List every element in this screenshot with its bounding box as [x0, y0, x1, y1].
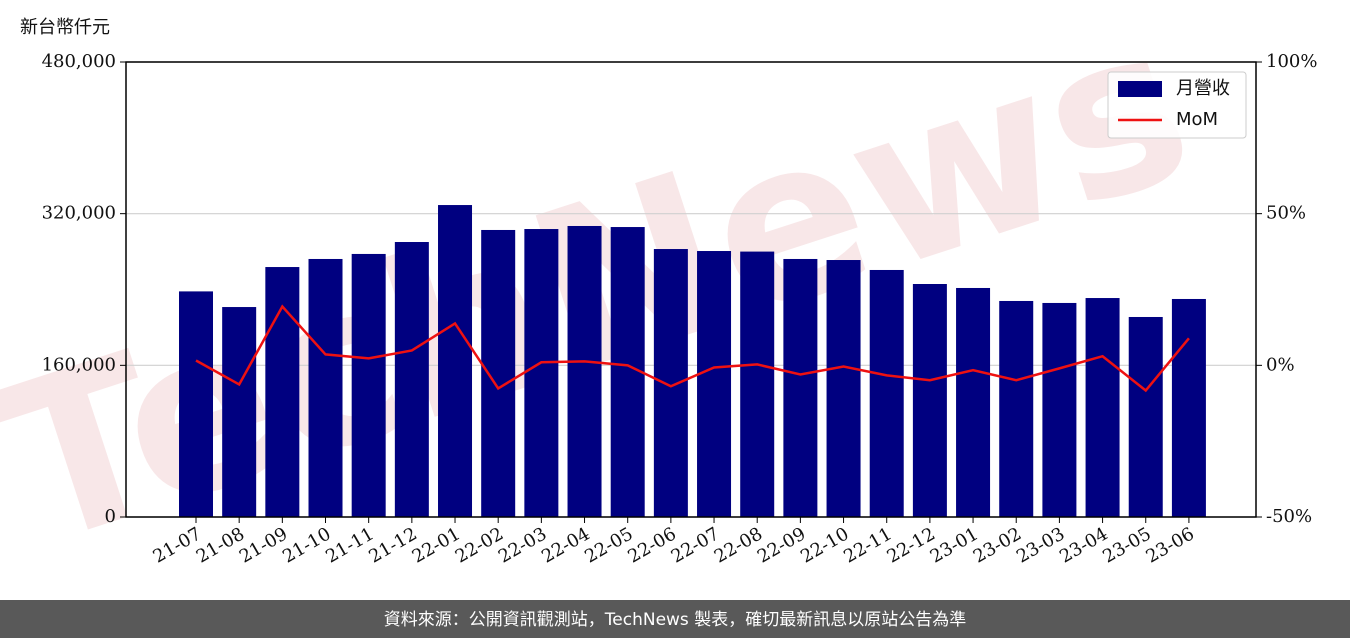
x-tick-label: 22-01 [409, 523, 464, 567]
bar [999, 300, 1034, 517]
x-tick-label: 21-12 [365, 523, 420, 567]
bar [524, 229, 559, 517]
bar [869, 269, 904, 517]
bar [438, 205, 473, 517]
x-tick-label: 22-06 [624, 523, 679, 567]
x-tick-label: 22-02 [452, 523, 507, 567]
bar [697, 251, 732, 517]
x-tick-label: 21-10 [279, 523, 334, 567]
x-tick-label: 22-11 [840, 523, 895, 567]
x-tick-label: 22-04 [538, 523, 593, 567]
bar [1042, 302, 1077, 517]
x-tick-label: 22-07 [668, 523, 723, 567]
x-tick-label: 23-04 [1056, 523, 1111, 567]
bar [265, 267, 300, 517]
y-axis-label: 新台幣仟元 [20, 17, 110, 38]
footer-text: 資料來源：公開資訊觀測站，TechNews 製表，確切最新訊息以原站公告為準 [384, 610, 966, 630]
plot-frame [125, 61, 1257, 518]
x-tick-label: 22-10 [797, 523, 852, 567]
bar [567, 225, 602, 518]
bar [956, 287, 991, 517]
bar [308, 258, 343, 517]
y2-tick-label: -50% [1266, 506, 1312, 527]
bar [653, 249, 688, 517]
y2-tick-label: 50% [1266, 203, 1306, 224]
footer-bar [0, 600, 1350, 638]
x-tick-label: 23-05 [1099, 523, 1154, 567]
bar [1128, 316, 1163, 517]
y2-tick-label: 100% [1266, 51, 1317, 72]
x-tick-label: 22-12 [883, 523, 938, 567]
y2-tick-label: 0% [1266, 354, 1295, 375]
legend: 月營收 MoM [1107, 71, 1247, 139]
bar [826, 260, 861, 517]
legend-label: 月營收 [1176, 78, 1230, 99]
bar [222, 307, 257, 517]
y-tick-label: 0 [105, 506, 116, 527]
line [195, 304, 1190, 393]
bar [179, 291, 213, 517]
x-tick-label: 23-01 [927, 523, 982, 567]
bar [912, 284, 947, 517]
y-tick-label: 480,000 [42, 51, 116, 72]
x-tick-label: 23-02 [970, 523, 1025, 567]
bar [740, 251, 775, 518]
x-tick-label: 23-06 [1142, 523, 1197, 567]
bar [783, 258, 818, 517]
legend-label: MoM [1176, 109, 1218, 130]
x-tick-label: 22-03 [495, 523, 550, 567]
x-tick-label: 23-03 [1013, 523, 1068, 567]
bar [351, 253, 386, 517]
x-tick-label: 22-08 [711, 523, 766, 567]
legend-swatch [1118, 81, 1162, 97]
y-tick-label: 160,000 [42, 354, 116, 375]
x-tick-label: 21-11 [322, 523, 377, 567]
bar [394, 242, 429, 517]
bar [481, 229, 516, 518]
bar [1171, 298, 1206, 517]
x-tick-label: 22-05 [581, 523, 636, 567]
y-tick-label: 320,000 [42, 203, 116, 224]
bar [1085, 298, 1120, 517]
x-tick-label: 22-09 [754, 523, 809, 567]
